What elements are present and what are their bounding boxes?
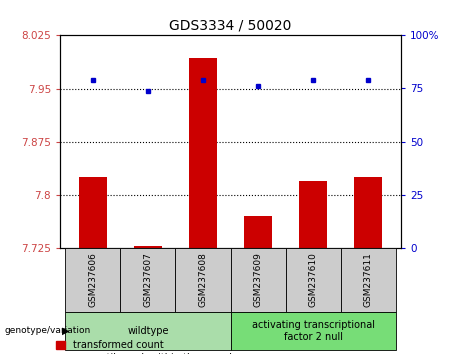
Text: wildtype: wildtype [127, 326, 169, 336]
Bar [134, 246, 162, 248]
Bar [230, 248, 285, 312]
Bar [189, 58, 217, 248]
Bar [65, 248, 120, 312]
Bar [341, 248, 396, 312]
Legend: transformed count, percentile rank within the sample: transformed count, percentile rank withi… [56, 341, 238, 354]
Text: GSM237606: GSM237606 [89, 252, 97, 307]
Bar [230, 312, 396, 350]
Bar [79, 177, 106, 248]
Text: activating transcriptional
factor 2 null: activating transcriptional factor 2 null [252, 320, 374, 342]
Title: GDS3334 / 50020: GDS3334 / 50020 [169, 19, 292, 33]
Text: GSM237608: GSM237608 [199, 252, 207, 307]
Bar [299, 181, 327, 248]
Bar [355, 177, 382, 248]
Bar [65, 312, 230, 350]
Bar [285, 248, 341, 312]
Bar [120, 248, 176, 312]
Text: GSM237607: GSM237607 [143, 252, 153, 307]
Bar [176, 248, 230, 312]
Text: ▶: ▶ [62, 326, 70, 336]
Text: GSM237610: GSM237610 [308, 252, 318, 307]
Text: GSM237609: GSM237609 [254, 252, 262, 307]
Text: GSM237611: GSM237611 [364, 252, 372, 307]
Text: genotype/variation: genotype/variation [5, 326, 91, 336]
Bar [244, 216, 272, 248]
